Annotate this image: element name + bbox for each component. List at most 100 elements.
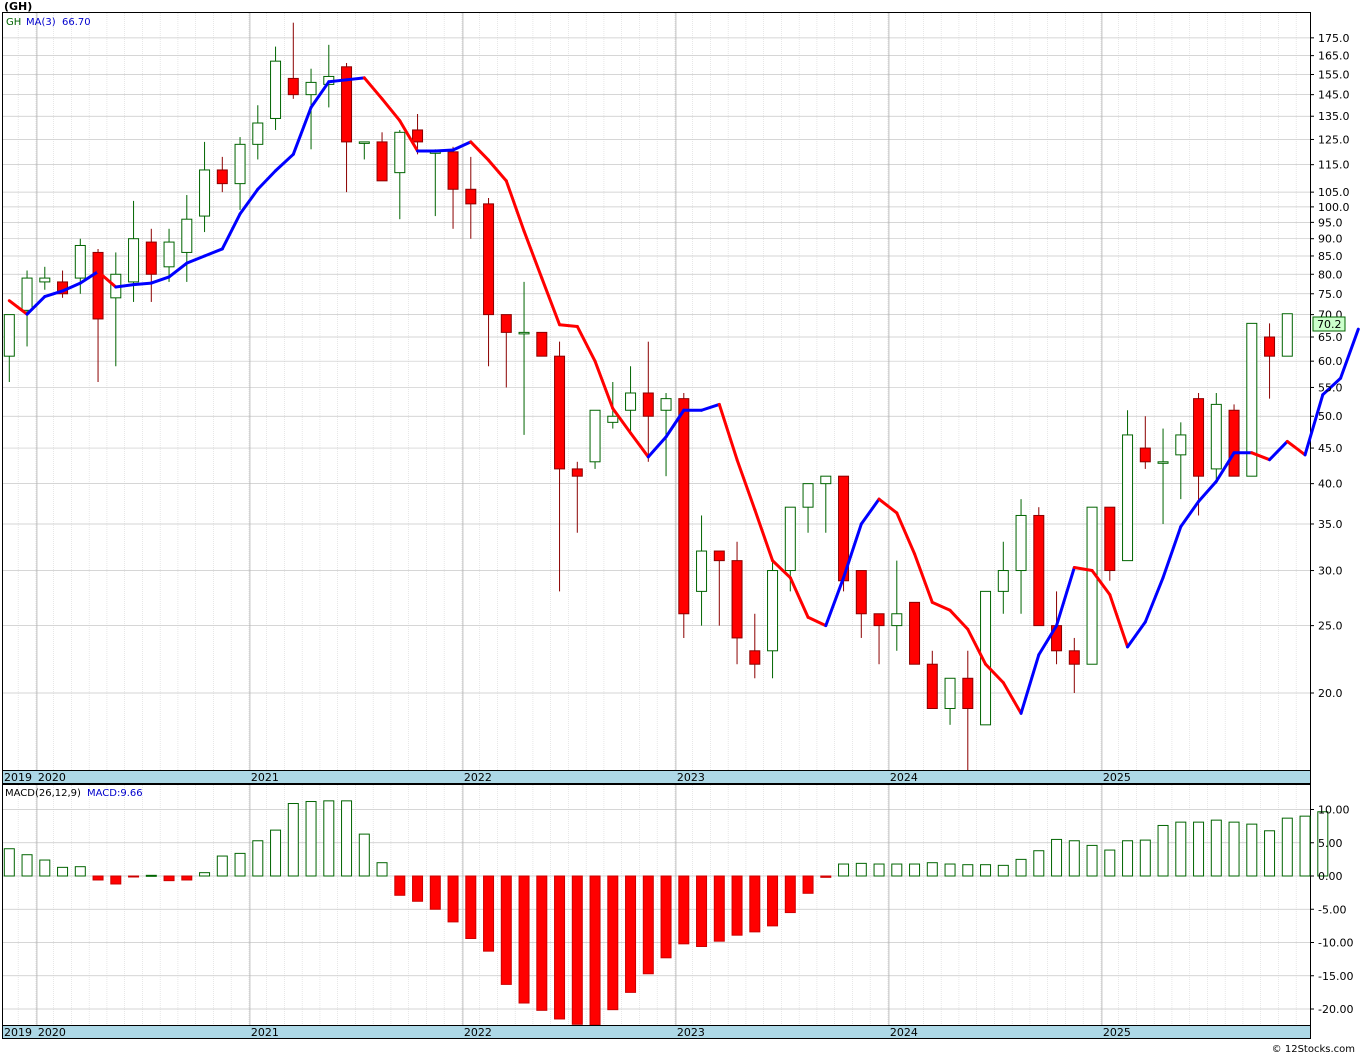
macd-bar [376, 862, 388, 877]
macd-bar [341, 800, 353, 877]
ma-segment [487, 158, 508, 183]
ma-segment [274, 152, 295, 173]
macd-bar [465, 875, 477, 940]
macd-bar [57, 866, 69, 877]
candle-body [554, 355, 566, 470]
macd-bar [252, 840, 264, 877]
macd-bar [92, 875, 104, 881]
candle-body [181, 218, 193, 253]
ma-segment [362, 76, 384, 101]
year-label: 2020 [38, 1026, 66, 1039]
candle-body [21, 277, 33, 311]
year-label: 2023 [677, 1026, 705, 1039]
macd-bar [3, 848, 15, 877]
macd-bar [1051, 838, 1063, 877]
price-y-tick-label: 90.0 [1318, 233, 1343, 246]
price-y-tick-label: 105.0 [1318, 186, 1350, 199]
ma-segment [1019, 653, 1041, 715]
macd-bar [181, 875, 193, 881]
price-y-tick-label: 95.0 [1318, 216, 1343, 229]
year-label: 2023 [677, 771, 705, 784]
macd-bar [270, 829, 282, 877]
macd-bar [1139, 839, 1151, 877]
candle-body [500, 314, 512, 333]
ma-segment [806, 615, 828, 628]
price-y-tick-label: 145.0 [1318, 89, 1350, 102]
candle-body [3, 314, 15, 357]
macd-bar [536, 875, 548, 1011]
candle-body [305, 81, 317, 96]
ma-segment [1214, 451, 1236, 483]
macd-bar [838, 863, 850, 877]
candle-body [234, 143, 246, 185]
ma-segment [717, 402, 739, 462]
candle-body [1122, 434, 1134, 562]
macd-bar [1086, 844, 1098, 877]
macd-bar [873, 863, 885, 877]
ma-segment [1108, 593, 1130, 649]
macd-bar [1157, 824, 1169, 877]
ma-segment [1197, 479, 1218, 504]
candle-body [1015, 514, 1027, 572]
candle-body [412, 129, 424, 143]
y-axis-ticks: 175.0 165.0 155.0 145.0 135.0 125.0 115.0 105.0… [1310, 32, 1353, 1016]
ma-segment [238, 187, 260, 216]
ma-segment [469, 140, 491, 162]
candle-body [1264, 336, 1276, 357]
ma-segment [593, 359, 615, 410]
candle-body [820, 475, 832, 485]
candle-body [252, 122, 264, 145]
candle-body [731, 560, 743, 639]
candle-body [1210, 403, 1222, 470]
year-axis: 2019 2019 2020 2020 2021 2021 2022 2022 2023 2023… [4, 771, 1131, 1039]
ma-segment [220, 212, 242, 251]
macd-bar [447, 875, 459, 923]
macd-bar [660, 875, 672, 959]
candle-body [128, 238, 140, 283]
year-label: 2024 [890, 771, 918, 784]
candle-body [341, 66, 353, 143]
candle-body [287, 77, 299, 96]
price-y-tick-label: 85.0 [1318, 250, 1343, 263]
macd-bar [713, 875, 725, 942]
candle-body [39, 277, 51, 283]
macd-bar [216, 855, 228, 877]
candle-body [74, 244, 86, 279]
candle-body [767, 570, 779, 652]
ma-segment [345, 76, 366, 82]
price-y-tick-label: 50.0 [1318, 410, 1343, 423]
moving-average-line [7, 76, 1360, 715]
ma-segment [309, 80, 331, 109]
ma-segment [1072, 566, 1094, 573]
macd-bar [74, 866, 86, 877]
macd-bar [1068, 840, 1080, 877]
price-y-tick-label: 60.0 [1318, 355, 1343, 368]
candle-body [1139, 447, 1151, 463]
ma-segment [149, 275, 171, 285]
candle-body [660, 398, 672, 411]
year-label: 2025 [1103, 771, 1131, 784]
year-label: 2021 [251, 771, 279, 784]
ma-segment [256, 169, 278, 191]
ma-segment [895, 511, 917, 556]
year-label: 2022 [464, 1026, 492, 1039]
ma-segment [185, 254, 207, 265]
candle-body [465, 188, 477, 205]
ma-segment [451, 140, 473, 152]
candle-body [92, 251, 104, 320]
ma-segment [540, 276, 562, 327]
candle-body [749, 650, 761, 665]
candle-body [518, 331, 530, 335]
candle-body [1175, 434, 1187, 456]
year-label: 2019 [4, 771, 32, 784]
macd-bar [1299, 815, 1311, 877]
candle-body [589, 409, 601, 463]
price-y-tick-label: 115.0 [1318, 159, 1350, 172]
macd-bar [1264, 830, 1276, 877]
macd-bar [287, 803, 299, 877]
macd-time-axis-band [2, 1025, 1311, 1039]
macd-bar [855, 862, 867, 877]
candle-body [483, 203, 495, 316]
ma-segment [753, 508, 775, 563]
ma-segment [664, 408, 686, 439]
